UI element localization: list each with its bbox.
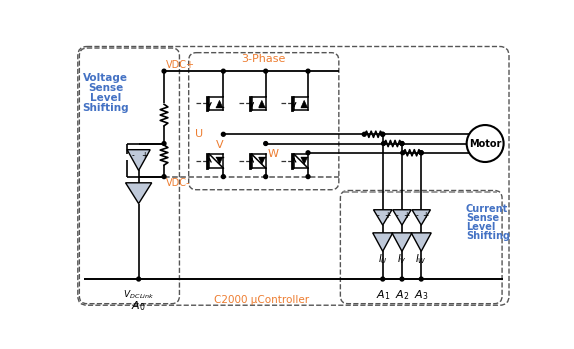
Text: $A_0$: $A_0$ (131, 299, 146, 313)
Circle shape (401, 151, 405, 155)
Circle shape (162, 175, 166, 179)
Text: VDC+: VDC+ (165, 60, 195, 69)
Text: VDC-: VDC- (165, 178, 190, 188)
Text: $A_2$: $A_2$ (395, 288, 409, 302)
Polygon shape (126, 183, 152, 203)
Text: $I_W$: $I_W$ (416, 252, 427, 266)
Text: Level: Level (90, 93, 121, 103)
Polygon shape (412, 210, 430, 225)
Polygon shape (301, 101, 307, 107)
Circle shape (222, 132, 225, 136)
Circle shape (419, 277, 423, 281)
Text: $V_{DC\,Link}$: $V_{DC\,Link}$ (123, 288, 154, 301)
Text: -: - (131, 151, 134, 160)
Text: -: - (415, 211, 418, 220)
Circle shape (306, 175, 310, 179)
Text: +: + (141, 151, 148, 160)
Circle shape (264, 142, 267, 146)
Text: $I_V$: $I_V$ (397, 252, 407, 266)
Circle shape (264, 69, 267, 73)
Circle shape (222, 175, 225, 179)
Text: Voltage: Voltage (83, 73, 128, 83)
Circle shape (306, 151, 310, 155)
Polygon shape (216, 101, 223, 107)
Circle shape (264, 175, 267, 179)
Text: +: + (384, 211, 390, 220)
Text: Motor: Motor (469, 139, 501, 149)
Circle shape (162, 69, 166, 73)
Circle shape (419, 151, 423, 155)
Text: $A_3$: $A_3$ (414, 288, 428, 302)
Text: Current: Current (466, 203, 508, 214)
Circle shape (137, 277, 141, 281)
Circle shape (381, 277, 385, 281)
Circle shape (222, 69, 225, 73)
Circle shape (419, 151, 423, 155)
Text: -: - (377, 211, 379, 220)
Circle shape (362, 132, 366, 136)
Text: $I_U$: $I_U$ (378, 252, 387, 266)
Text: -: - (396, 211, 399, 220)
Text: Sense: Sense (466, 213, 499, 223)
Polygon shape (301, 157, 307, 164)
Text: 3-Phase: 3-Phase (241, 54, 285, 64)
Circle shape (162, 142, 166, 146)
Polygon shape (393, 210, 411, 225)
Polygon shape (373, 233, 393, 251)
Polygon shape (127, 150, 150, 170)
Circle shape (467, 125, 503, 162)
Text: $A_1$: $A_1$ (375, 288, 390, 302)
Text: +: + (422, 211, 429, 220)
Circle shape (381, 132, 385, 136)
Polygon shape (259, 157, 265, 164)
Text: W: W (268, 149, 279, 159)
Polygon shape (259, 101, 265, 107)
Text: +: + (404, 211, 410, 220)
Polygon shape (411, 233, 431, 251)
Circle shape (400, 277, 404, 281)
Circle shape (306, 69, 310, 73)
Text: U: U (195, 129, 203, 139)
Text: Shifting: Shifting (466, 231, 510, 241)
Text: C2000 μController: C2000 μController (214, 295, 309, 305)
Polygon shape (374, 210, 392, 225)
Text: Shifting: Shifting (82, 103, 129, 113)
Circle shape (400, 142, 404, 146)
Circle shape (400, 142, 404, 146)
Polygon shape (392, 233, 412, 251)
Circle shape (381, 132, 385, 136)
Text: V: V (216, 140, 224, 150)
Text: Sense: Sense (88, 83, 123, 93)
Text: Level: Level (466, 222, 495, 232)
Circle shape (382, 142, 385, 146)
Polygon shape (216, 157, 223, 164)
